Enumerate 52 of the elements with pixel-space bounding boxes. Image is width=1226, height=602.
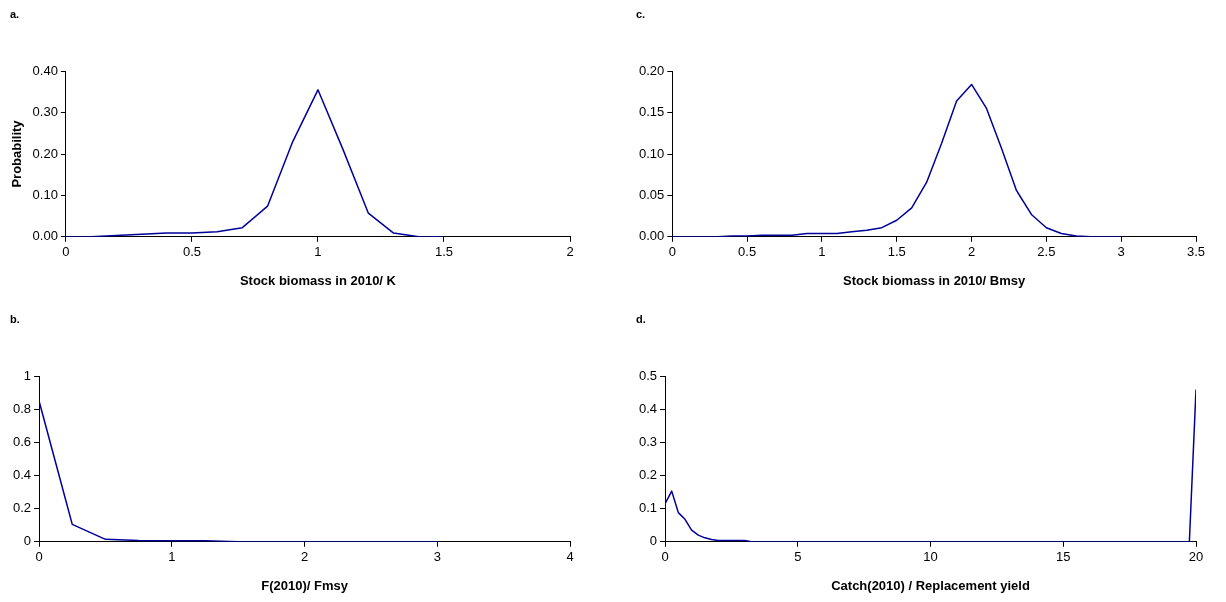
y-tick-label: 0.8 (12, 400, 32, 416)
chart-title: a. (10, 7, 20, 20)
y-axis-title: Probability (9, 119, 25, 188)
chart-title: b. (10, 312, 20, 325)
x-axis-title: Catch(2010) / Replacement yield (831, 577, 1030, 593)
y-tick-label: 0 (23, 533, 32, 549)
y-tick-label: 0.4 (12, 467, 32, 483)
x-tick-label: 4 (566, 549, 574, 565)
x-tick-label: 1 (168, 549, 176, 565)
y-tick-label: 0.20 (32, 145, 58, 161)
x-axis-title: F(2010)/ Fmsy (261, 577, 349, 593)
x-tick-label: 0 (668, 244, 676, 260)
x-tick-label: 1.5 (434, 244, 454, 260)
y-tick-label: 0.6 (12, 434, 32, 450)
x-tick-label: 1 (314, 244, 322, 260)
x-tick-label: 3 (1117, 244, 1125, 260)
y-tick-label: 0.00 (32, 228, 58, 244)
x-tick-label: 0.5 (738, 244, 757, 260)
y-tick-label: 0.10 (32, 186, 58, 202)
x-axis-title: Stock biomass in 2010/ K (239, 272, 397, 288)
y-tick-label: 0.2 (12, 500, 32, 516)
x-tick-label: 3 (433, 549, 441, 565)
y-tick-label: 0.15 (638, 104, 665, 120)
y-tick-label: 1 (23, 367, 32, 383)
y-tick-label: 0.4 (638, 400, 658, 416)
x-tick-label: 3.5 (1186, 244, 1206, 260)
chart-title: d. (636, 312, 646, 325)
x-tick-label: 20 (1188, 549, 1204, 565)
x-tick-label: 0 (62, 244, 70, 260)
y-tick-label: 0 (649, 533, 658, 549)
y-tick-label: 0.05 (638, 186, 665, 202)
y-tick-label: 0.00 (638, 228, 665, 244)
y-tick-label: 0.3 (638, 434, 658, 450)
x-tick-label: 1.5 (887, 244, 906, 260)
x-tick-label: 10 (923, 549, 938, 565)
x-tick-label: 0.5 (182, 244, 201, 260)
x-tick-label: 15 (1056, 549, 1071, 565)
y-tick-label: 0.40 (32, 62, 58, 78)
y-tick-label: 0.2 (638, 467, 658, 483)
y-tick-label: 0.20 (638, 62, 665, 78)
x-tick-label: 2.5 (1037, 244, 1056, 260)
x-tick-label: 2 (300, 549, 309, 565)
x-tick-label: 2 (566, 244, 574, 260)
chart-title: c. (636, 7, 646, 20)
x-tick-label: 1 (818, 244, 826, 260)
y-tick-label: 0.5 (638, 367, 658, 383)
y-tick-label: 0.30 (32, 104, 58, 120)
x-tick-label: 5 (794, 549, 802, 565)
x-tick-label: 2 (967, 244, 976, 260)
x-axis-title: Stock biomass in 2010/ Bmsy (843, 272, 1026, 288)
y-tick-label: 0.1 (638, 500, 658, 516)
y-tick-label: 0.10 (638, 145, 665, 161)
